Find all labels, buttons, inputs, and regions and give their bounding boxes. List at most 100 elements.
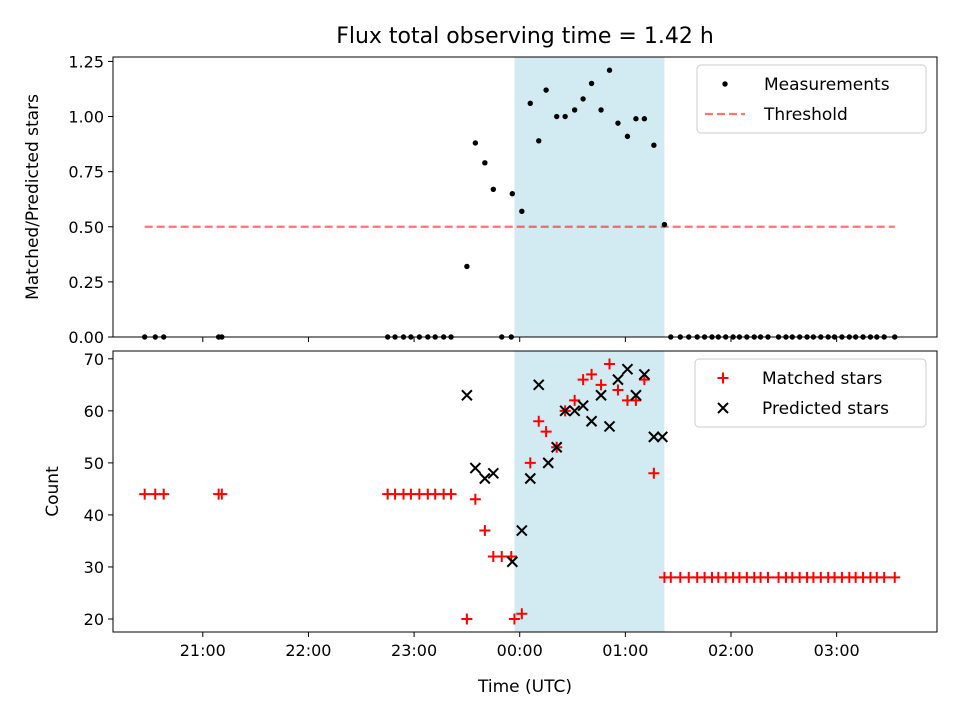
y-tick-label: 0.00 <box>68 328 104 347</box>
y-tick-label: 40 <box>84 506 104 525</box>
measurement-point <box>651 142 657 148</box>
measurement-point <box>633 116 639 122</box>
predicted-star-point <box>461 389 473 401</box>
matched-star-point <box>524 457 536 469</box>
x-axis-label: Time (UTC) <box>477 677 572 697</box>
predicted-star-point <box>638 368 651 381</box>
predicted-star-point <box>487 467 500 479</box>
predicted-star-point <box>469 462 482 474</box>
legend-box <box>696 64 927 134</box>
x-tick-label: 21:00 <box>180 641 226 660</box>
legend-box <box>694 358 927 428</box>
matched-star-point <box>586 368 598 380</box>
matched-star-point <box>648 467 660 479</box>
predicted-star-point <box>568 405 581 417</box>
matched-star-point <box>461 613 473 625</box>
measurement-point <box>472 140 479 146</box>
measurement-point <box>490 186 497 192</box>
predicted-star-point <box>585 415 598 427</box>
ratio-panel: 0.00 0.25 0.50 0.75 1.00 1.25 Matched/Predicte… <box>23 52 938 347</box>
y-tick-label: 60 <box>84 402 104 421</box>
measurement-point <box>562 113 568 120</box>
legend-matched-swatch <box>717 372 729 384</box>
measurement-point <box>588 80 595 87</box>
measurement-point <box>536 138 542 144</box>
predicted-star-point <box>612 373 624 386</box>
x-tick-label: 03:00 <box>814 641 860 660</box>
predicted-star-point <box>577 399 589 412</box>
measurement-point <box>606 67 613 73</box>
measurement-point <box>509 190 516 197</box>
matched-star-point <box>496 551 508 563</box>
y-axis-label: Count <box>43 466 63 517</box>
y-tick-label: 70 <box>84 350 104 369</box>
measurement-point <box>527 100 533 106</box>
matched-star-point <box>479 525 491 537</box>
x-tick-label: 22:00 <box>285 641 331 660</box>
observing-window-shade <box>514 351 665 632</box>
legend-measurement-swatch <box>722 81 728 87</box>
matched-star-point <box>469 493 481 505</box>
y-axis-label: Matched/Predicted stars <box>23 94 43 300</box>
measurement-point <box>615 120 621 126</box>
observing-window-shade <box>514 57 665 337</box>
predicted-star-point <box>621 363 634 375</box>
matched-star-point <box>630 394 642 406</box>
predicted-star-point <box>506 556 519 568</box>
matched-star-point <box>445 488 457 500</box>
legend-predicted-swatch <box>717 402 729 414</box>
y-tick-label: 1.25 <box>68 52 104 71</box>
chart-title: Flux total observing time = 1.42 h <box>336 24 714 49</box>
predicted-star-point <box>533 379 545 391</box>
matched-star-point <box>595 379 607 391</box>
legend-label: Measurements <box>764 75 890 95</box>
matched-star-point <box>612 384 624 396</box>
legend-label: Threshold <box>763 105 848 125</box>
matched-star-point <box>158 488 170 500</box>
predicted-star-point <box>542 457 554 469</box>
predicted-star-point <box>648 431 660 443</box>
count-panel: 20 30 40 50 60 70 21:00 22:00 23:00 00:00 01:00 02:… <box>43 350 938 697</box>
matched-star-point <box>665 571 677 583</box>
x-tick-label: 00:00 <box>497 641 543 660</box>
predicted-star-point <box>559 405 571 417</box>
matched-star-point <box>604 358 616 370</box>
measurement-point <box>661 221 668 228</box>
matched-star-point <box>139 488 151 500</box>
matched-star-point <box>508 613 520 625</box>
matched-star-point <box>577 374 589 386</box>
y-tick-label: 20 <box>84 610 104 629</box>
y-tick-label: 30 <box>84 558 104 577</box>
legend-label: Predicted stars <box>762 399 889 419</box>
predicted-star-point <box>656 431 669 443</box>
measurement-point <box>624 133 631 140</box>
y-tick-label: 50 <box>84 454 104 473</box>
matched-star-point <box>889 571 901 583</box>
matched-star-point <box>516 608 528 620</box>
legend-label: Matched stars <box>762 369 882 389</box>
matched-star-point <box>878 571 890 583</box>
measurement-point <box>580 96 586 102</box>
measurement-point <box>464 263 470 270</box>
measurement-point <box>571 107 578 113</box>
matched-star-point <box>638 374 650 386</box>
predicted-star-point <box>595 389 607 401</box>
measurement-point <box>598 107 604 113</box>
matched-star-point <box>762 571 774 583</box>
x-tick-label: 01:00 <box>602 641 648 660</box>
measurement-point <box>543 87 549 93</box>
x-tick-label: 02:00 <box>708 641 754 660</box>
predicted-star-point <box>630 389 642 401</box>
predicted-star-point <box>550 441 563 453</box>
matched-star-point <box>216 488 228 500</box>
measurement-point <box>482 160 488 166</box>
x-tick-label: 23:00 <box>391 641 437 660</box>
axes-frame <box>112 56 938 338</box>
y-tick-label: 0.25 <box>68 273 104 292</box>
measurement-point <box>553 113 560 120</box>
predicted-star-point <box>516 524 528 537</box>
measurement-point <box>641 116 648 122</box>
matched-star-point <box>533 415 545 427</box>
predicted-star-point <box>603 420 616 433</box>
